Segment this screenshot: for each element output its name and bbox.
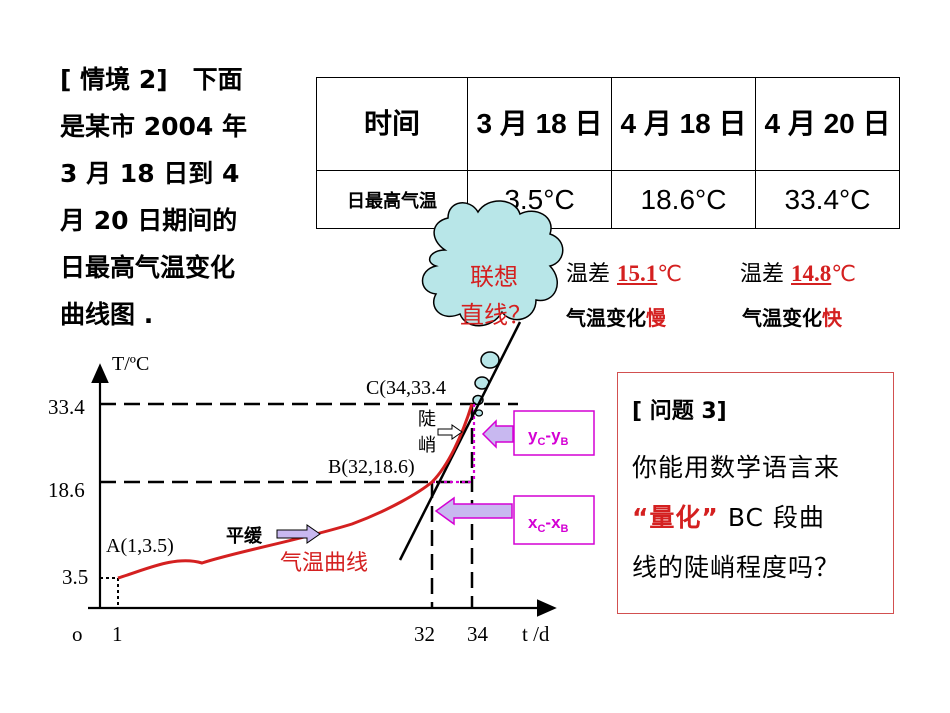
- x-tick: 32: [414, 622, 435, 646]
- y-tick: 3.5: [62, 565, 88, 589]
- change-note-text: 气温变化: [566, 306, 646, 330]
- table-header-cell: 时间: [316, 77, 468, 171]
- intro-line: 3 月 18 日到 4: [60, 159, 240, 188]
- temp-diff-unit: ℃: [831, 262, 856, 287]
- change-note-2: 气温变化快: [742, 302, 842, 331]
- point-b-label: B(32,18.6): [328, 456, 415, 478]
- dy-box: [513, 410, 595, 456]
- question-body: 你能用数学语言来 “量化” BC 段曲 线的陡峭程度吗？: [632, 443, 881, 593]
- temp-diff-label: 温差: [566, 262, 611, 287]
- change-note-emph: 快: [822, 306, 842, 330]
- table-header-row: 时间 3 月 18 日 4 月 18 日 4 月 20 日: [316, 77, 900, 171]
- intro-line: 月 20 日期间的: [60, 206, 238, 235]
- table-cell: 33.4°C: [755, 170, 900, 229]
- question-title: [ 问题 3]: [632, 399, 727, 424]
- cloud-text: 联想: [470, 263, 518, 291]
- gentle-label: 平缓: [226, 525, 263, 547]
- question-line: 你能用数学语言来: [632, 453, 841, 482]
- table-cell: 18.6°C: [611, 170, 756, 229]
- dy-arrow-icon: [481, 419, 514, 449]
- table-row: 日最高气温 3.5°C 18.6°C 33.4°C: [316, 170, 900, 229]
- temperature-curve: [117, 403, 474, 580]
- question-line: 线的陡峭程度吗？: [632, 553, 841, 582]
- question-emph: “量化”: [632, 503, 719, 532]
- question-text: BC 段曲: [718, 503, 825, 532]
- point-c-label: C(34,33.4: [366, 377, 446, 399]
- change-note-1: 气温变化慢: [566, 302, 666, 331]
- cloud-text: 直线？: [460, 301, 532, 329]
- steep-label: 峭: [418, 435, 436, 456]
- question-line: “量化” BC 段曲: [632, 493, 881, 543]
- dx-box: [513, 495, 595, 545]
- y-axis-label: T/ºC: [112, 353, 149, 375]
- x-tick: 34: [467, 622, 489, 646]
- temp-diff-1: 温差 15.1℃: [566, 256, 682, 288]
- steep-arrow-icon: [437, 424, 463, 440]
- table-header-cell: 3 月 18 日: [467, 77, 612, 171]
- change-note-emph: 慢: [646, 306, 666, 330]
- temp-diff-2: 温差 14.8℃: [740, 256, 856, 288]
- cloud-bubble: [480, 351, 500, 369]
- y-tick: 33.4: [48, 395, 85, 419]
- dy-box-text: yC-yB: [528, 426, 569, 448]
- temp-diff-value: 15.1: [617, 261, 658, 286]
- gentle-arrow-icon: [276, 524, 321, 544]
- intro-text: [ 情境 2] 下面 是某市 2004 年 3 月 18 日到 4 月 20 日…: [60, 56, 295, 338]
- curve-label: 气温曲线: [280, 551, 368, 576]
- x-axis-label: t /d: [522, 622, 550, 646]
- question-box: [ 问题 3] 你能用数学语言来 “量化” BC 段曲 线的陡峭程度吗？: [617, 372, 894, 614]
- temp-diff-unit: ℃: [657, 262, 682, 287]
- intro-line: 日最高气温变化: [60, 253, 236, 282]
- dx-box-text: xC-xB: [528, 513, 569, 535]
- origin-label: o: [72, 622, 83, 646]
- intro-line: [ 情境 2] 下面: [60, 65, 243, 94]
- dx-arrow-icon: [434, 496, 513, 526]
- intro-line: 曲线图 .: [60, 300, 154, 329]
- tangent-line: [398, 321, 522, 561]
- temperature-table: 时间 3 月 18 日 4 月 18 日 4 月 20 日 日最高气温 3.5°…: [316, 77, 900, 229]
- y-tick: 18.6: [48, 478, 85, 502]
- temp-diff-value: 14.8: [791, 261, 832, 286]
- intro-line: 是某市 2004 年: [60, 112, 247, 141]
- x-tick: 1: [112, 622, 123, 646]
- table-header-cell: 4 月 18 日: [611, 77, 756, 171]
- steep-label: 陡: [418, 409, 436, 430]
- temp-diff-label: 温差: [740, 262, 785, 287]
- change-note-text: 气温变化: [742, 306, 822, 330]
- point-a-label: A(1,3.5): [106, 535, 174, 557]
